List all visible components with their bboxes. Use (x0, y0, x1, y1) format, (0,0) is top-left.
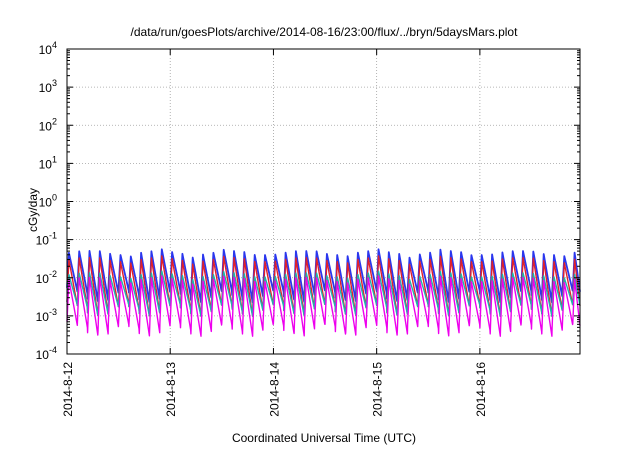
y-tick-label: 10-3 (36, 307, 57, 324)
y-tick-exponent: 2 (52, 116, 57, 126)
y-tick-base: 10 (36, 310, 50, 324)
y-axis-label: cGy/day (26, 188, 40, 232)
y-tick-label: 100 (39, 193, 57, 210)
x-tick-label: 2014-8-15 (371, 362, 385, 417)
x-tick-label: 2014-8-12 (61, 362, 75, 417)
x-axis-label: Coordinated Universal Time (UTC) (232, 431, 416, 445)
y-tick-exponent: -1 (49, 231, 57, 241)
y-tick-base: 10 (39, 157, 53, 171)
y-tick-base: 10 (39, 196, 53, 210)
y-tick-exponent: 4 (52, 40, 57, 50)
y-tick-base: 10 (39, 43, 53, 57)
y-tick-exponent: 0 (52, 193, 57, 203)
chart-title: /data/run/goesPlots/archive/2014-08-16/2… (131, 25, 519, 39)
x-tick-label: 2014-8-13 (164, 362, 178, 417)
series-line-3 (66, 275, 581, 337)
y-tick-exponent: -2 (49, 269, 57, 279)
y-tick-label: 10-1 (36, 231, 57, 248)
y-tick-exponent: 1 (52, 154, 57, 164)
y-tick-base: 10 (36, 272, 50, 286)
y-tick-label: 103 (39, 78, 57, 95)
grid-lines (67, 49, 580, 354)
y-tick-label: 101 (39, 154, 57, 171)
y-tick-base: 10 (39, 81, 53, 95)
y-tick-base: 10 (36, 234, 50, 248)
y-tick-base: 10 (39, 119, 53, 133)
y-tick-label: 104 (39, 40, 57, 57)
x-tick-label: 2014-8-14 (267, 362, 281, 417)
y-tick-label: 10-4 (36, 345, 57, 362)
y-tick-base: 10 (36, 348, 50, 362)
y-tick-label: 10-2 (36, 269, 57, 286)
y-tick-label: 102 (39, 116, 57, 133)
x-tick-label: 2014-8-16 (474, 362, 488, 417)
y-tick-exponent: -4 (49, 345, 57, 355)
plot-frame (66, 48, 581, 355)
series-layer (66, 248, 581, 337)
x-axis-ticks: 2014-8-12 2014-8-13 2014-8-14 2014-8-15 2014… (61, 49, 488, 417)
y-tick-exponent: -3 (49, 307, 57, 317)
y-tick-exponent: 3 (52, 78, 57, 88)
